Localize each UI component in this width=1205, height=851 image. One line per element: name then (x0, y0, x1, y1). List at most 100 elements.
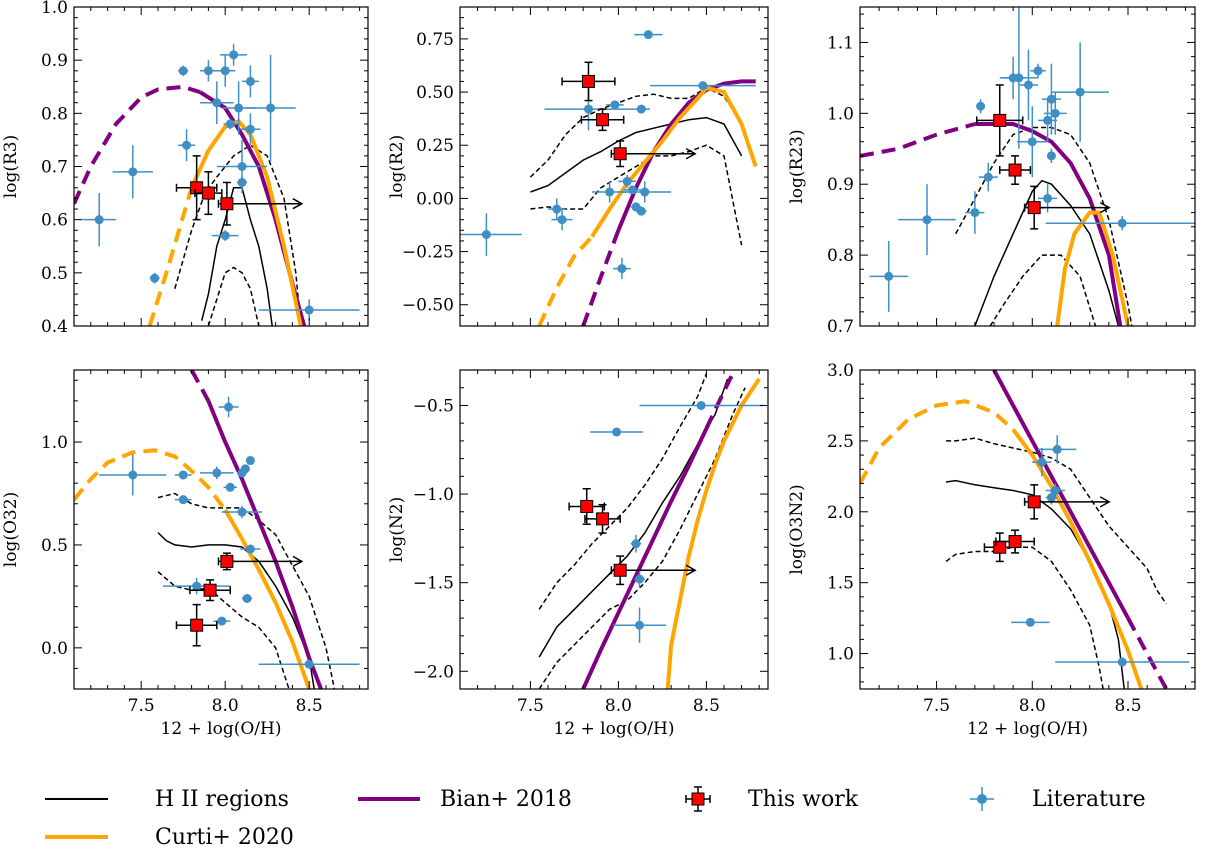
x-tick-label: 7.5 (128, 696, 155, 716)
y-tick-label: 1.0 (827, 104, 854, 124)
y-axis: −2.0 −1.5 −1.0 −0.5 log(N2) (387, 369, 768, 690)
x-axis-label: 12 + log(O/H) (554, 719, 675, 739)
literature-point (548, 198, 566, 220)
x-axis: 7.5 8.0 8.5 12 + log(O/H) (859, 370, 1186, 739)
plot-area (538, 372, 763, 689)
x-axis (459, 7, 760, 326)
literature-point (606, 100, 624, 110)
hii-lower-line (207, 266, 260, 326)
x-tick-label: 8.5 (693, 696, 720, 716)
x-axis-label: 12 + log(O/H) (161, 719, 282, 739)
this-work-marker (581, 74, 595, 88)
literature-point (965, 191, 985, 234)
y-tick-label: 2.0 (827, 503, 854, 523)
this-work-point (580, 108, 625, 132)
this-work-point (175, 603, 218, 647)
this-work-marker (190, 181, 204, 195)
legend-curti-label: Curti+ 2020 (155, 825, 294, 850)
literature-point (1045, 483, 1065, 498)
this-work-point (998, 155, 1032, 185)
literature-point (1046, 148, 1056, 163)
y-tick-label: 0.6 (41, 211, 68, 231)
y-tick-label: −0.50 (402, 296, 454, 316)
y-tick-label: 0.50 (416, 83, 454, 103)
arrow-head (685, 564, 697, 576)
literature-point (112, 145, 153, 199)
literature-point (1016, 106, 1048, 178)
curti-line (1055, 210, 1130, 326)
y-tick-label: 0.7 (827, 317, 854, 337)
y-tick-label: −2.0 (413, 662, 454, 682)
y-tick-label: 0.25 (416, 136, 454, 156)
this-work-point (1023, 484, 1111, 520)
x-tick-label: 7.5 (923, 696, 950, 716)
literature-point (636, 206, 647, 216)
x-tick-label: 8.0 (605, 696, 632, 716)
axes-frame (459, 369, 769, 690)
literature-point (211, 230, 239, 241)
literature-point (149, 272, 160, 284)
x-tick-label: 8.0 (1019, 696, 1046, 716)
y-tick-label: 0.5 (41, 536, 68, 556)
y-axis-label: log(O32) (1, 492, 21, 567)
y-tick-label: 0.7 (41, 158, 68, 178)
panel-1: 0.4 0.5 0.6 0.7 0.8 0.9 1.0 log(R3) (1, 0, 369, 337)
panel-2: −0.50 −0.25 0.00 0.25 0.50 0.75 log(R2) (387, 6, 769, 327)
bian-line (581, 427, 709, 689)
literature-point (200, 466, 234, 480)
x-tick-label: 8.5 (1114, 696, 1141, 716)
plot-area (74, 370, 360, 689)
literature-point (240, 464, 250, 474)
literature-point (639, 400, 763, 410)
y-axis: 0.0 0.5 1.0 log(O32) (1, 379, 368, 690)
x-tick-label: 8.5 (296, 696, 323, 716)
y-tick-label: 1.1 (827, 33, 854, 53)
y-tick-label: −0.25 (402, 243, 454, 263)
literature-point (1018, 49, 1039, 121)
hii-median-line (157, 532, 315, 689)
y-tick-label: 0.8 (41, 104, 68, 124)
x-axis: 7.5 8.0 8.5 12 + log(O/H) (73, 370, 361, 739)
this-work-marker (201, 186, 215, 200)
bian-line (974, 122, 1123, 326)
this-work-marker (596, 113, 610, 127)
literature-point (220, 44, 248, 66)
hii-upper-line (157, 492, 336, 689)
hii-median-line (200, 187, 273, 326)
literature-point (618, 181, 672, 203)
this-work-point (610, 555, 697, 586)
bian-dashed-line (581, 229, 621, 326)
this-work-marker (1027, 201, 1041, 215)
y-tick-label: 0.5 (41, 264, 68, 284)
literature-point (650, 81, 756, 91)
axes-frame (73, 369, 369, 690)
literature-point (634, 30, 663, 40)
curti-line (223, 508, 312, 689)
this-work-marker (1008, 535, 1022, 549)
this-work-point (217, 552, 304, 571)
curti-line (590, 85, 758, 238)
y-tick-label: 1.0 (827, 645, 854, 665)
this-work-marker (1027, 495, 1041, 509)
this-work-point (561, 61, 616, 102)
y-tick-label: 3.0 (827, 361, 854, 381)
literature-point (1043, 92, 1067, 135)
bian-line (616, 79, 756, 232)
bian-line (992, 370, 1130, 620)
x-tick-label: 7.5 (517, 696, 544, 716)
bian-line (206, 400, 323, 689)
y-axis-label: log(R2) (387, 135, 407, 198)
this-work-marker (203, 583, 217, 597)
legend-literature-label: Literature (1032, 787, 1146, 812)
literature-point (223, 118, 237, 130)
x-axis (859, 7, 1186, 326)
panel-3: 0.7 0.8 0.9 1.0 1.1 log(R23) (787, 6, 1196, 337)
this-work-marker (220, 197, 234, 211)
literature-point (976, 99, 986, 114)
hii-lower-line (538, 387, 746, 689)
y-tick-label: −1.0 (413, 485, 454, 505)
literature-point (82, 193, 116, 247)
literature-point (632, 104, 651, 114)
curti-line (189, 118, 303, 326)
y-tick-label: 0.0 (41, 639, 68, 659)
